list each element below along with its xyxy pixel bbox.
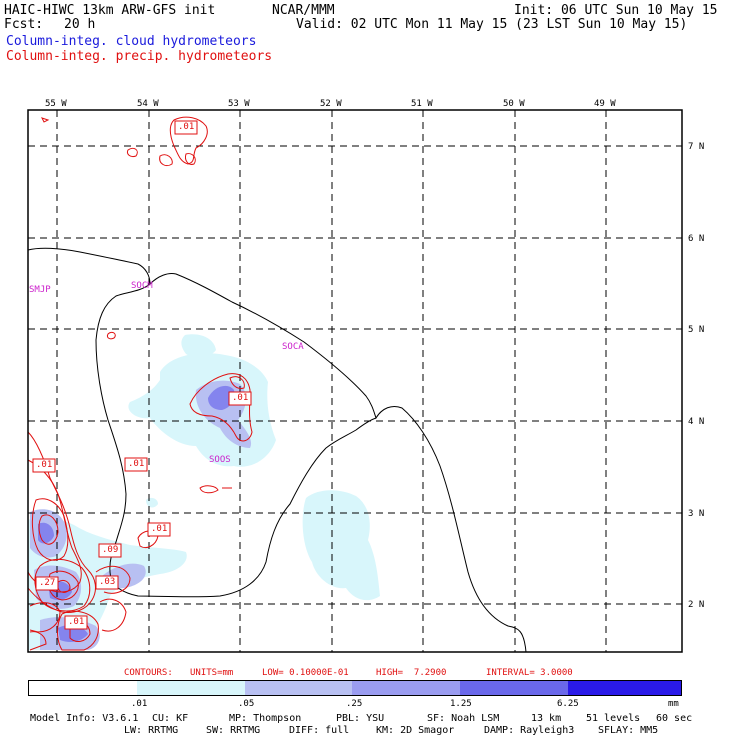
colorbar-unit: mm [668, 699, 679, 709]
contours-interval: INTERVAL= 3.0000 [486, 668, 573, 678]
contour-value: .03 [99, 577, 116, 587]
contour-value: .01 [68, 617, 85, 627]
model-sf: SF: Noah LSM [427, 713, 500, 724]
model-sw: SW: RRTMG [206, 725, 261, 736]
init-time: Init: 06 UTC Sun 10 May 15 [514, 3, 718, 18]
colorbar-tick: 1.25 [450, 699, 472, 709]
coastline [27, 247, 527, 653]
model-dt: 60 sec [656, 713, 693, 724]
forecast-hour: 20 h [64, 17, 96, 32]
lon-label: 55 W [45, 99, 67, 109]
model-mp: MP: Thompson [229, 713, 302, 724]
lon-label: 54 W [137, 99, 159, 109]
lon-label: 49 W [594, 99, 616, 109]
contour-value: .27 [39, 578, 56, 588]
valid-time: Valid: 02 UTC Mon 11 May 15 (23 LST Sun … [296, 17, 688, 32]
color-bar-segment [245, 681, 352, 695]
lon-label: 53 W [228, 99, 250, 109]
axis-ticks [56, 110, 682, 605]
model-lw: LW: RRTMG [124, 725, 179, 736]
contours-units: UNITS=mm [190, 668, 234, 678]
model-info: Model Info: V3.6.1 [30, 713, 139, 724]
station-label: SMJP [29, 285, 51, 295]
model-damp: DAMP: Rayleigh3 [484, 725, 575, 736]
plot-title: HAIC-HIWC 13km ARW-GFS init [4, 3, 216, 18]
model-cu: CU: KF [152, 713, 189, 724]
contour-value: .01 [36, 460, 53, 470]
lon-label: 50 W [503, 99, 525, 109]
colorbar-tick: .01 [131, 699, 148, 709]
contour-value: .01 [232, 393, 249, 403]
colorbar-tick: 6.25 [557, 699, 579, 709]
color-bar-segment [568, 681, 681, 695]
color-bar [28, 680, 682, 696]
contours-label: CONTOURS: [124, 668, 173, 678]
lat-label: 5 N [688, 325, 705, 335]
lon-label: 51 W [411, 99, 433, 109]
model-res: 13 km [531, 713, 562, 724]
model-pbl: PBL: YSU [336, 713, 385, 724]
lat-label: 7 N [688, 142, 705, 152]
color-bar-segment [460, 681, 568, 695]
model-km: KM: 2D Smagor [376, 725, 455, 736]
contour-label-boxes [32, 120, 252, 630]
lat-label: 6 N [688, 234, 705, 244]
color-bar-segment [137, 681, 245, 695]
station-label: SOCM [131, 281, 153, 291]
colorbar-tick: .05 [238, 699, 255, 709]
color-bar-segment [29, 681, 137, 695]
field-cloud-label: Column-integ. cloud hydrometeors [6, 34, 257, 49]
colorbar-tick: .25 [346, 699, 363, 709]
lat-lon-grid [28, 110, 682, 652]
lat-label: 4 N [688, 417, 705, 427]
organization: NCAR/MMM [272, 3, 335, 18]
map-border [27, 109, 683, 653]
forecast-label: Fcst: [4, 17, 44, 32]
lat-label: 3 N [688, 509, 705, 519]
station-label: SOOS [209, 455, 231, 465]
lat-label: 2 N [688, 600, 705, 610]
contour-value: .01 [128, 459, 145, 469]
contour-value: .01 [151, 524, 168, 534]
model-diff: DIFF: full [289, 725, 350, 736]
color-bar-segment [352, 681, 460, 695]
contours-low: LOW= 0.10000E-01 [262, 668, 349, 678]
contours-high: HIGH= 7.2900 [376, 668, 447, 678]
field-precip-label: Column-integ. precip. hydrometeors [6, 49, 273, 64]
model-levels: 51 levels [586, 713, 641, 724]
contour-value: .01 [178, 122, 195, 132]
station-label: SOCA [282, 342, 304, 352]
contour-value: .09 [102, 545, 119, 555]
model-sflay: SFLAY: MM5 [598, 725, 659, 736]
lon-label: 52 W [320, 99, 342, 109]
